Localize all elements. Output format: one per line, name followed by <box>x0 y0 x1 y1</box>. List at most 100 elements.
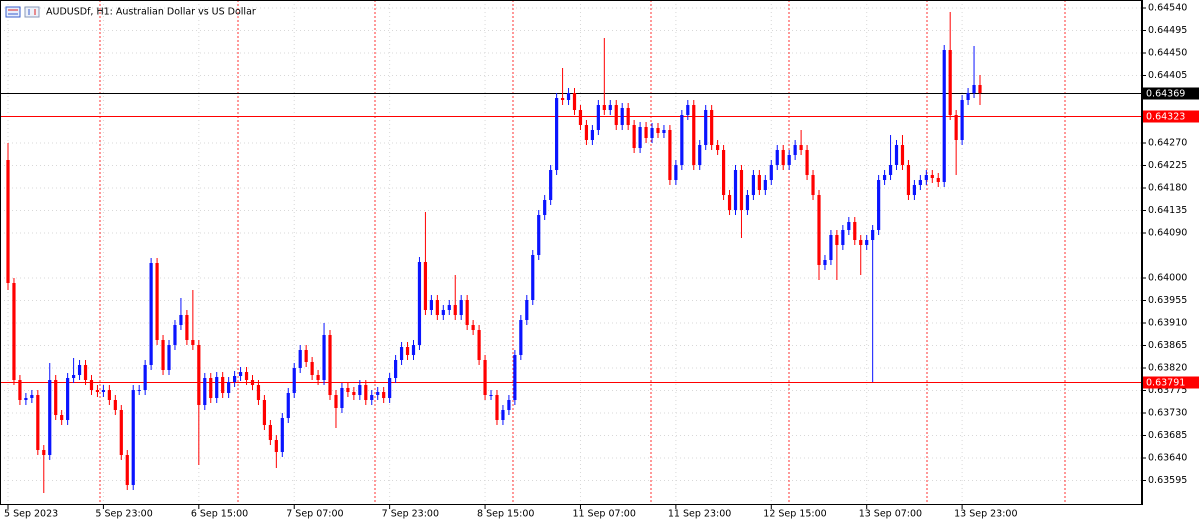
x-tick-label: 7 Sep 07:00 <box>286 509 343 520</box>
candle-body <box>519 320 523 355</box>
candle-body <box>209 378 213 398</box>
candle-body <box>477 330 481 360</box>
candle-body <box>125 455 129 485</box>
candle-body <box>352 392 356 395</box>
candle-body <box>710 110 714 145</box>
y-tick-label: 0.64495 <box>1148 25 1187 36</box>
candle-body <box>960 100 964 140</box>
candle-body <box>978 85 982 93</box>
candle-body <box>376 392 380 395</box>
axes: 0.64540 0.64495 0.64450 0.64405 0.64270 0.642… <box>4 0 1199 520</box>
price-label-box <box>1143 87 1199 100</box>
candle-body <box>817 195 821 265</box>
candle-body <box>680 115 684 165</box>
candle-body <box>912 185 917 195</box>
candle-body <box>739 170 744 210</box>
candle-body <box>865 240 869 245</box>
candle-body <box>161 340 165 370</box>
candle-body <box>429 300 433 310</box>
candle-body <box>650 128 654 138</box>
price-label: 0.63791 <box>1146 378 1185 389</box>
y-tick-label: 0.63640 <box>1148 453 1187 464</box>
y-tick-label: 0.63910 <box>1148 318 1187 329</box>
candle-body <box>54 380 58 415</box>
candle-body <box>882 175 887 180</box>
candle-body <box>238 372 243 376</box>
y-tick-label: 0.63595 <box>1148 475 1187 486</box>
candle-body <box>638 127 642 148</box>
candle-body <box>799 145 803 150</box>
candle-body <box>465 300 469 325</box>
candle-body <box>841 230 845 245</box>
x-tick-label: 12 Sep 15:00 <box>763 509 826 520</box>
candle-body <box>71 375 76 378</box>
candle-body <box>298 350 302 368</box>
candle-body <box>972 85 976 93</box>
y-tick-label: 0.63775 <box>1148 385 1187 396</box>
candle-body <box>877 180 881 230</box>
price-label: 0.64369 <box>1146 89 1185 100</box>
x-tick-label: 7 Sep 23:00 <box>382 509 439 520</box>
grid <box>0 0 1142 505</box>
candle-body <box>334 395 338 408</box>
candle-body <box>382 392 386 398</box>
icon[interactable] <box>24 6 40 18</box>
candle-body <box>358 385 362 395</box>
candle-body <box>483 360 487 395</box>
candle-body <box>721 150 726 195</box>
candle-body <box>948 50 952 115</box>
candle-body <box>447 305 451 310</box>
candle-body <box>36 395 40 450</box>
icon[interactable] <box>5 6 21 18</box>
candle-body <box>322 335 326 380</box>
candle-body <box>203 378 207 405</box>
candle-body <box>614 105 618 125</box>
price-label-box <box>1143 376 1199 389</box>
candle-body <box>602 105 606 110</box>
candle-body <box>346 388 350 392</box>
candle-body <box>501 410 505 420</box>
candle-body <box>751 175 755 195</box>
candle-body <box>632 125 636 148</box>
candle-body <box>781 150 785 165</box>
candle-body <box>507 400 511 410</box>
candle-body <box>513 355 517 400</box>
candle-body <box>888 165 893 175</box>
candle-body <box>137 390 141 391</box>
candle-body <box>286 393 290 418</box>
candle-body <box>179 315 183 325</box>
candle-body <box>543 200 547 215</box>
candle-body <box>775 150 779 165</box>
candle-body <box>894 145 899 165</box>
candle-body <box>83 365 88 380</box>
price-label: 0.64323 <box>1146 112 1185 123</box>
candle-body <box>537 215 541 255</box>
candle-body <box>292 368 296 393</box>
candle-body <box>489 395 493 396</box>
candle-body <box>453 305 457 315</box>
candle-body <box>399 347 404 360</box>
candle-body <box>745 195 750 210</box>
candle-body <box>77 365 82 375</box>
candle-body <box>328 335 332 395</box>
y-tick-label: 0.63685 <box>1148 430 1187 441</box>
candle-body <box>107 390 111 400</box>
candle-body <box>370 395 374 400</box>
candle-body <box>531 255 535 300</box>
candle-body <box>930 175 934 178</box>
candle-body <box>733 170 738 210</box>
candle-body <box>435 300 439 315</box>
candle-body <box>698 145 702 165</box>
y-tick-label: 0.64180 <box>1148 183 1187 194</box>
candle-body <box>787 155 791 165</box>
candle-body <box>769 165 773 180</box>
candle-body <box>662 130 666 133</box>
candle-body <box>590 130 594 140</box>
y-tick-label: 0.63730 <box>1148 408 1187 419</box>
candle-body <box>936 178 940 182</box>
candle-body <box>274 440 278 452</box>
candle-body <box>805 150 809 175</box>
candle-body <box>572 93 577 110</box>
